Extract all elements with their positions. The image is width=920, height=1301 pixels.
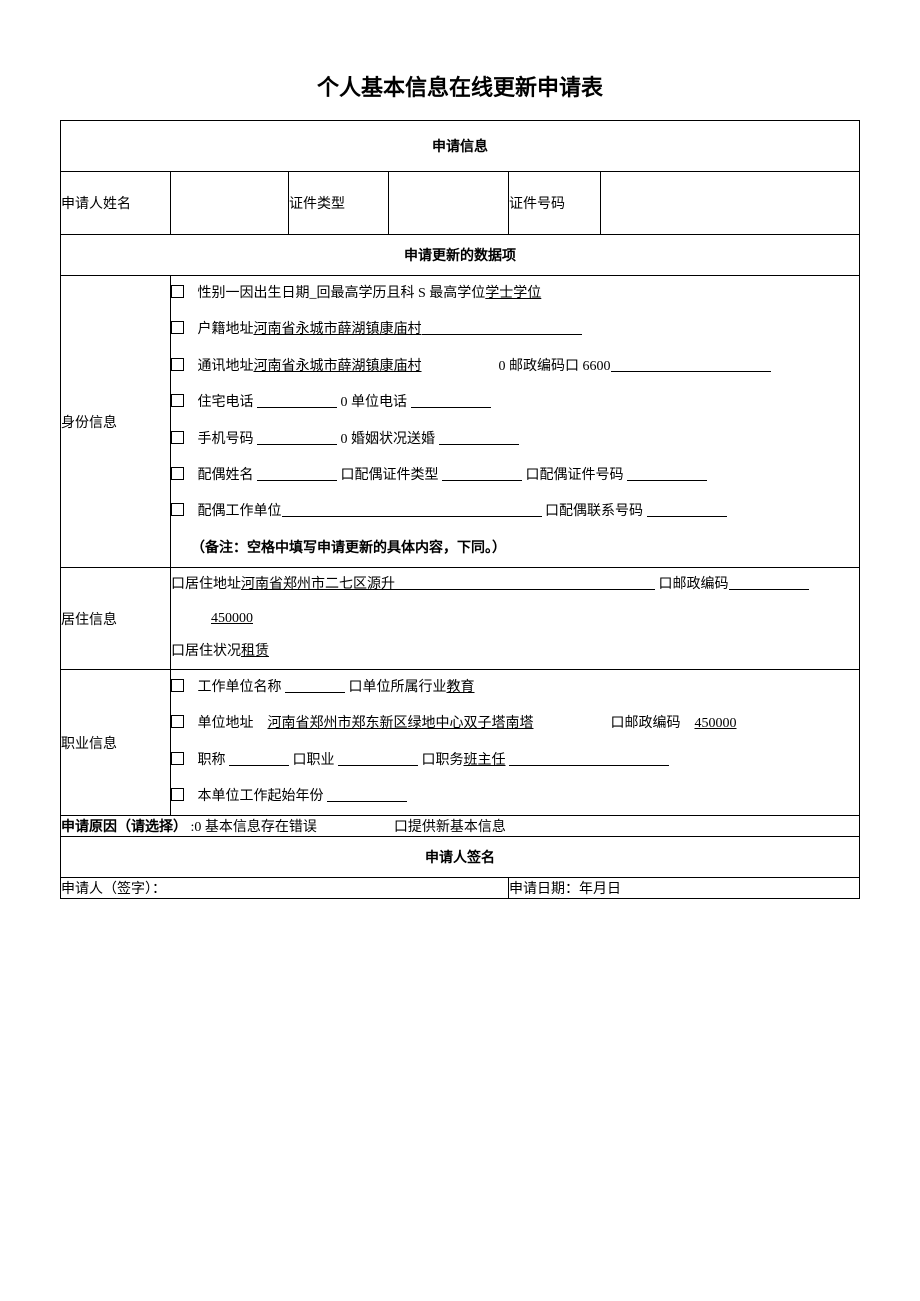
checkbox-icon[interactable] [171, 503, 184, 516]
applicant-name-label: 申请人姓名 [61, 172, 171, 235]
residence-content: 口居住地址河南省郑州市二七区源升 口邮政编码 450000 口居住状况租赁 [171, 568, 860, 670]
checkbox-icon[interactable] [171, 431, 184, 444]
section-app-info: 申请信息 [61, 121, 860, 172]
occupation-label: 职业信息 [61, 669, 171, 816]
checkbox-icon[interactable] [171, 321, 184, 334]
section-update-items: 申请更新的数据项 [61, 235, 860, 276]
date-field[interactable]: 申请日期：年月日 [509, 878, 860, 899]
checkbox-icon[interactable] [171, 715, 184, 728]
reason-row: 申请原因（请选择） :0 基本信息存在错误 口提供新基本信息 [61, 816, 860, 837]
page-title: 个人基本信息在线更新申请表 [60, 70, 860, 102]
reason-opt1[interactable]: :0 基本信息存在错误 [191, 820, 317, 835]
identity-label: 身份信息 [61, 276, 171, 568]
reason-label: 申请原因（请选择） [61, 820, 187, 835]
section-signature: 申请人签名 [61, 837, 860, 878]
identity-note: （备注：空格中填写申请更新的具体内容，下同。） [191, 531, 859, 567]
checkbox-icon[interactable] [171, 788, 184, 801]
form-table: 申请信息 申请人姓名 证件类型 证件号码 申请更新的数据项 身份信息 性别一因出… [60, 120, 860, 899]
applicant-name-value[interactable] [171, 172, 289, 235]
id-type-label: 证件类型 [289, 172, 389, 235]
id-type-value[interactable] [389, 172, 509, 235]
checkbox-icon[interactable] [171, 752, 184, 765]
id-number-value[interactable] [601, 172, 860, 235]
checkbox-icon[interactable] [171, 358, 184, 371]
id-number-label: 证件号码 [509, 172, 601, 235]
checkbox-icon[interactable] [171, 285, 184, 298]
checkbox-icon[interactable] [171, 679, 184, 692]
occupation-content: 工作单位名称 口单位所属行业教育 单位地址 河南省郑州市郑东新区绿地中心双子塔南… [171, 669, 860, 816]
checkbox-icon[interactable] [171, 467, 184, 480]
identity-content: 性别一因出生日期_回最高学历且科 S 最高学位学士学位 户籍地址河南省永城市薛湖… [171, 276, 860, 568]
residence-label: 居住信息 [61, 568, 171, 670]
reason-opt2[interactable]: 口提供新基本信息 [394, 820, 506, 835]
checkbox-icon[interactable] [171, 394, 184, 407]
signature-field[interactable]: 申请人（签字）： [61, 878, 509, 899]
